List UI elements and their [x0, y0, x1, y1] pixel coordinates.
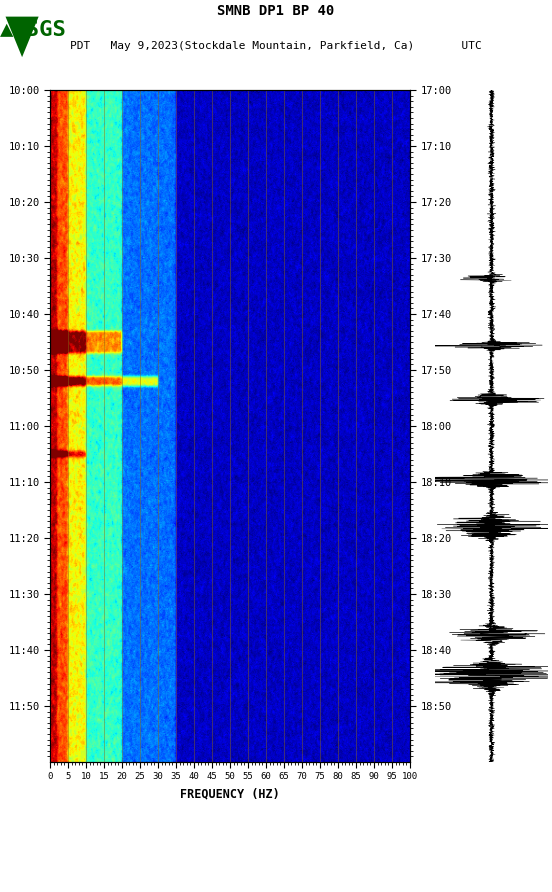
Text: ▲USGS: ▲USGS — [0, 19, 67, 39]
X-axis label: FREQUENCY (HZ): FREQUENCY (HZ) — [180, 787, 280, 800]
Text: SMNB DP1 BP 40: SMNB DP1 BP 40 — [217, 4, 335, 19]
Text: PDT   May 9,2023(Stockdale Mountain, Parkfield, Ca)       UTC: PDT May 9,2023(Stockdale Mountain, Parkf… — [70, 41, 482, 51]
Polygon shape — [6, 17, 39, 57]
